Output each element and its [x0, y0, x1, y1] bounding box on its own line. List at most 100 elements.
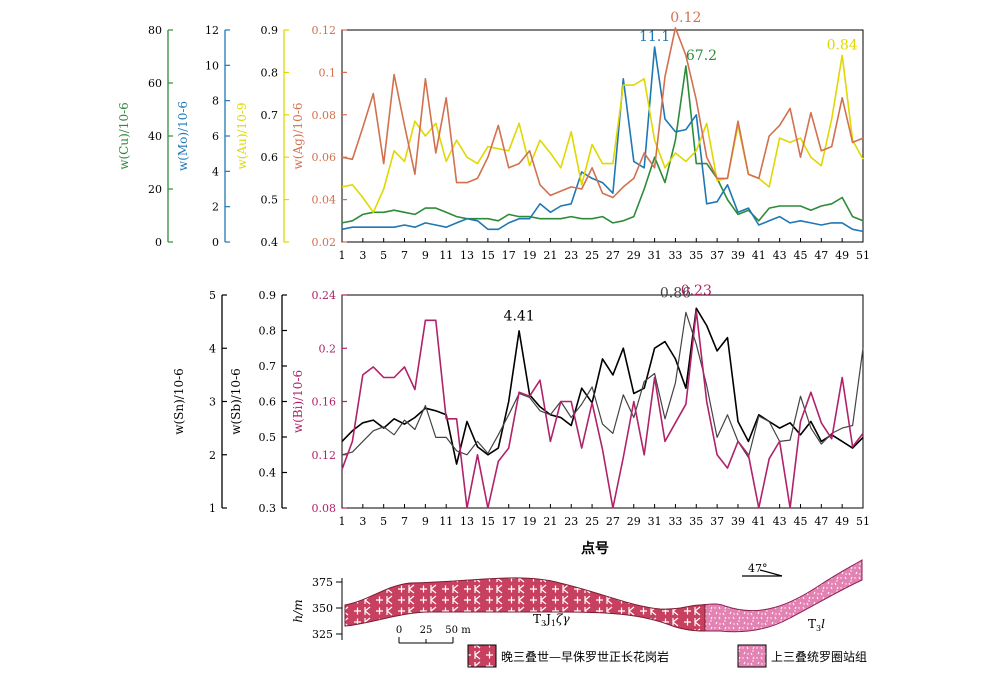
- y-tick-label-ag: 0.04: [312, 194, 337, 207]
- y-axis-label-sn: w(Sn)/10-6: [172, 368, 186, 435]
- x-tick-label: 21: [543, 515, 557, 528]
- y-axis-label-mo: w(Mo)/10-6: [176, 101, 190, 171]
- x-tick-label: 27: [606, 249, 620, 262]
- x-tick-label: 25: [585, 249, 599, 262]
- series-line-sb: [341, 311, 864, 458]
- x-tick-label: 29: [627, 249, 641, 262]
- y-tick-label-au: 0.8: [261, 66, 279, 79]
- x-tick-label: 15: [481, 249, 495, 262]
- y-axis-ag: 0.02 0.04 0.06 0.08 0.1 0.12 w(Ag)/10-6: [291, 24, 347, 249]
- y-tick-label-mo: 6: [212, 130, 219, 143]
- x-tick-label: 7: [401, 249, 408, 262]
- y-tick-label-cu: 0: [155, 236, 162, 249]
- y-tick-label-mo: 12: [205, 24, 219, 37]
- peak-annotation: 4.41: [504, 308, 535, 324]
- x-tick-label: 23: [564, 515, 578, 528]
- unit-label-granite: T3J1ζγ: [533, 612, 571, 628]
- elevation-tick: 350: [312, 602, 333, 615]
- peak-annotation: 67.2: [686, 48, 717, 64]
- x-tick-label: 23: [564, 249, 578, 262]
- legend-label-granite: 晚三叠世—早侏罗世正长花岗岩: [501, 649, 669, 664]
- y-tick-label-ag: 0.12: [312, 24, 337, 37]
- x-tick-label: 3: [359, 249, 366, 262]
- scale-bar: 0 25 50 m: [396, 625, 471, 644]
- y-tick-label-cu: 60: [148, 77, 162, 90]
- x-tick-label: 51: [856, 249, 870, 262]
- x-ticks-top: 1 3 5 7 9 11 13 15 17 19 21 23 25 27 29 31 33 35 37 39 41 43 4…: [339, 238, 870, 262]
- y-tick-label-ag: 0.06: [312, 151, 337, 164]
- x-tick-label: 17: [502, 515, 516, 528]
- x-tick-label: 11: [439, 515, 453, 528]
- x-axis-label: 点号: [581, 540, 609, 557]
- y-tick-label-sn: 3: [209, 396, 216, 409]
- x-tick-label: 47: [814, 515, 828, 528]
- y-axis-sb: 0.3 0.4 0.5 0.6 0.7 0.8 0.9 w(Sb)/10-6: [229, 289, 287, 515]
- x-tick-label: 25: [585, 515, 599, 528]
- annotations-top: 11.10.12 67.2 0.84: [639, 10, 858, 64]
- y-axis-bi: 0.08 0.12 0.16 0.2 0.24 w(Bi)/10-6: [291, 289, 347, 515]
- legend: 晚三叠世—早侏罗世正长花岗岩 上三叠统罗圈站组: [467, 644, 867, 668]
- y-axis-label-sb: w(Sb)/10-6: [229, 368, 243, 435]
- x-ticks-bottom: 1 3 5 7 9 11 13 15 17 19 21 23 25 27 29 31 33 35 37 39 41 43 4…: [339, 504, 870, 528]
- peak-annotation: 0.23: [681, 283, 712, 299]
- x-tick-label: 3: [359, 515, 366, 528]
- y-tick-label-bi: 0.12: [312, 449, 337, 462]
- x-tick-label: 37: [710, 249, 724, 262]
- x-tick-label: 51: [856, 515, 870, 528]
- scale-tick: 25: [420, 625, 433, 636]
- y-axes-top: 0 20 40 60 80 w(Cu)/10-6 0 2 4 6 8 10 12 w(Mo)/10-6 0.…: [117, 24, 347, 249]
- elevation-tick: 325: [312, 628, 333, 641]
- series-line-ag: [341, 27, 864, 199]
- x-tick-label: 29: [627, 515, 641, 528]
- x-tick-label: 45: [793, 249, 807, 262]
- y-tick-label-sb: 0.5: [259, 431, 277, 444]
- y-tick-label-cu: 80: [148, 24, 162, 37]
- x-tick-label: 17: [502, 249, 516, 262]
- series-line-bi: [341, 310, 864, 509]
- series-top: [341, 27, 864, 233]
- x-tick-label: 9: [422, 249, 429, 262]
- y-axis-cu: 0 20 40 60 80 w(Cu)/10-6: [117, 24, 173, 249]
- legend-label-formation: 上三叠统罗圈站组: [771, 650, 867, 664]
- y-tick-label-sn: 4: [209, 342, 216, 355]
- x-tick-label: 13: [460, 515, 474, 528]
- series-line-au: [341, 54, 864, 214]
- y-tick-label-au: 0.5: [261, 194, 279, 207]
- series-line-cu: [341, 65, 864, 224]
- legend-swatch-formation: [737, 644, 767, 668]
- x-tick-label: 1: [339, 249, 346, 262]
- y-tick-label-bi: 0.16: [312, 396, 337, 409]
- y-tick-label-sn: 2: [209, 449, 216, 462]
- x-tick-label: 31: [648, 249, 662, 262]
- y-axis-label-bi: w(Bi)/10-6: [291, 370, 305, 433]
- elevation-label: h/m: [291, 599, 305, 622]
- y-tick-label-au: 0.6: [261, 151, 279, 164]
- cross-section: 375 350 325 h/m T3J1ζγ T3l 47° 0 25 50 m: [291, 559, 863, 644]
- x-tick-label: 49: [835, 515, 849, 528]
- y-tick-label-sb: 0.9: [259, 289, 277, 302]
- peak-annotation: 0.84: [827, 37, 858, 53]
- x-tick-label: 47: [814, 249, 828, 262]
- x-tick-label: 39: [731, 249, 745, 262]
- series-line-mo: [341, 46, 864, 233]
- legend-swatch-granite: [467, 644, 497, 668]
- y-tick-label-au: 0.9: [261, 24, 279, 37]
- series-line-sn: [341, 307, 864, 465]
- x-tick-label: 7: [401, 515, 408, 528]
- x-tick-label: 43: [773, 249, 787, 262]
- x-tick-label: 35: [689, 515, 703, 528]
- x-tick-label: 5: [380, 515, 387, 528]
- y-tick-label-ag: 0.02: [312, 236, 337, 249]
- x-tick-label: 37: [710, 515, 724, 528]
- x-tick-label: 43: [773, 515, 787, 528]
- plot-frame-top: [341, 29, 864, 243]
- y-axis-mo: 0 2 4 6 8 10 12 w(Mo)/10-6: [176, 24, 230, 249]
- scale-tick: 50 m: [445, 625, 471, 636]
- x-tick-label: 19: [523, 515, 537, 528]
- y-tick-label-sb: 0.4: [259, 467, 277, 480]
- y-tick-label-mo: 0: [212, 236, 219, 249]
- x-tick-label: 21: [543, 249, 557, 262]
- y-tick-label-mo: 10: [205, 59, 219, 72]
- y-axis-sn: 1 2 3 4 5 w(Sn)/10-6: [172, 289, 227, 515]
